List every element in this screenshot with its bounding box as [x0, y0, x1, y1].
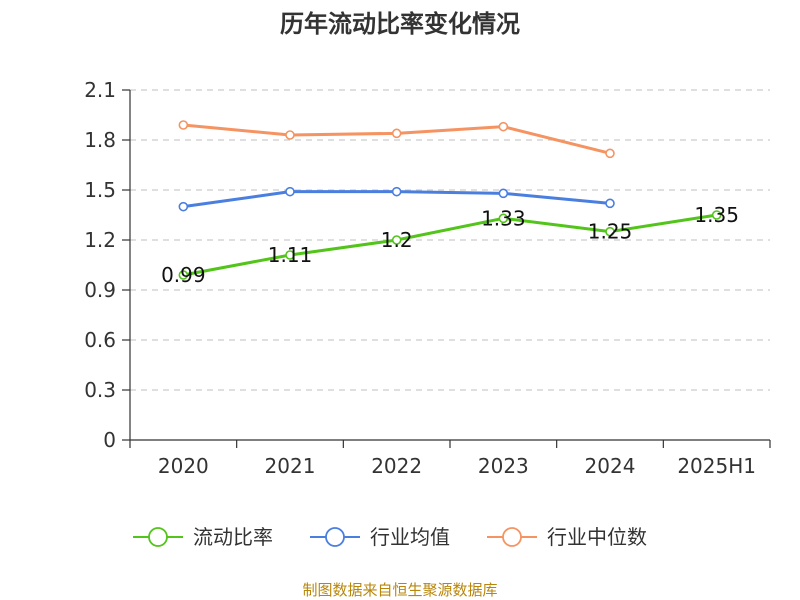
axes: 0 0.3 0.6 0.9 1.2 1.5 1.8 2.1 2020 2021 2022 2023 20… — [84, 78, 771, 478]
series-layer — [178, 120, 722, 280]
data-point — [498, 188, 509, 199]
series-line-1 — [183, 213, 717, 277]
x-tick-label: 2021 — [265, 454, 316, 478]
data-point — [178, 201, 189, 212]
data-point — [391, 128, 402, 139]
data-label: 0.99 — [161, 263, 206, 287]
source-note: 制图数据来自恒生聚源数据库 — [302, 581, 497, 599]
legend-item: 流动比率 — [133, 525, 273, 549]
x-tick-label: 2023 — [478, 454, 529, 478]
grid-lines — [130, 89, 770, 391]
x-tick-label: 2020 — [158, 454, 209, 478]
legend-marker — [148, 527, 168, 547]
x-tick-label: 2024 — [585, 454, 636, 478]
legend-label: 行业中位数 — [547, 525, 647, 549]
x-tick-label: 2022 — [371, 454, 422, 478]
y-tick-label: 0.6 — [84, 328, 116, 352]
data-point — [605, 226, 615, 237]
y-tick-label: 2.1 — [84, 78, 116, 102]
data-point — [285, 250, 295, 260]
x-tick-label: 2025H1 — [677, 454, 756, 478]
data-point — [285, 186, 295, 197]
data-label: 1.25 — [588, 220, 633, 244]
y-tick-label: 1.2 — [84, 228, 116, 252]
data-point — [498, 121, 509, 132]
legend-marker — [502, 527, 522, 547]
data-label: 1.2 — [381, 228, 413, 252]
data-point — [391, 186, 402, 197]
legend-item: 行业中位数 — [487, 525, 647, 549]
data-point — [605, 148, 615, 159]
data-point — [285, 130, 295, 140]
chart-title: 历年流动比率变化情况 — [280, 10, 520, 38]
data-point — [178, 270, 189, 280]
y-tick-label: 0 — [103, 428, 116, 452]
data-label: 1.11 — [268, 243, 313, 267]
y-tick-label: 1.5 — [84, 178, 116, 202]
data-point — [178, 120, 189, 130]
data-point — [711, 210, 722, 220]
data-point — [391, 235, 402, 245]
y-tick-label: 0.9 — [84, 278, 116, 302]
y-tick-label: 1.8 — [84, 128, 116, 152]
legend-marker — [325, 527, 345, 547]
y-tick-label: 0.3 — [84, 378, 116, 402]
legend: 流动比率 行业均值 行业中位数 — [133, 525, 647, 549]
data-point — [498, 213, 509, 224]
data-label: 1.33 — [481, 206, 526, 230]
data-labels: 0.99 1.11 1.2 1.33 1.25 1.35 — [161, 203, 739, 287]
legend-label: 流动比率 — [193, 525, 273, 549]
legend-item: 行业均值 — [310, 525, 450, 549]
data-label: 1.35 — [694, 203, 739, 227]
data-point — [605, 198, 615, 209]
legend-label: 行业均值 — [370, 525, 450, 549]
